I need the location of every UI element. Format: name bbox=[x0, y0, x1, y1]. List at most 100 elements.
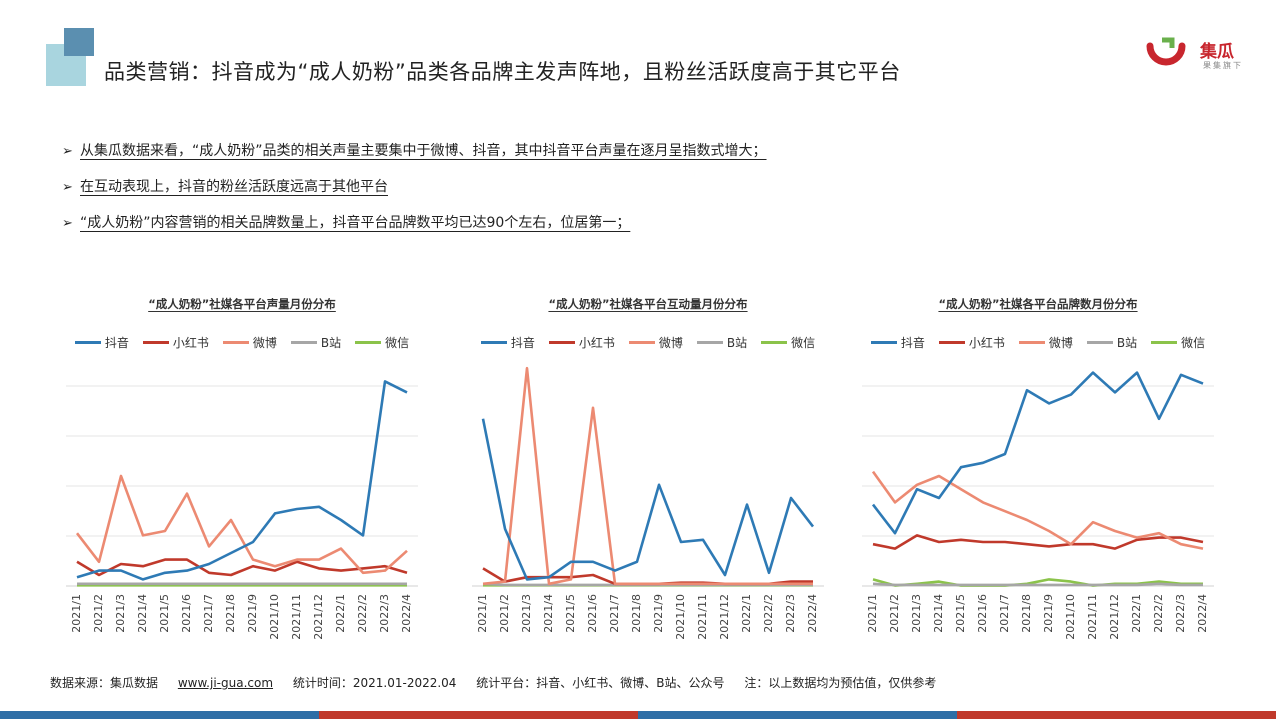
x-tick-label: 2021/5 bbox=[158, 594, 171, 633]
chart-engagement: “成人奶粉”社媒各平台互动量月份分布 抖音 小红书 微博 B站 微信 2021/1 202… bbox=[458, 296, 838, 640]
x-tick-label: 2022/4 bbox=[806, 594, 819, 633]
legend-item: B站 bbox=[290, 334, 342, 351]
legend-item: 微博 bbox=[1018, 334, 1073, 351]
bottom-accent-bar bbox=[0, 711, 1276, 719]
legend-label: B站 bbox=[320, 336, 342, 350]
chart-legend: 抖音 小红书 微博 B站 微信 bbox=[52, 334, 432, 351]
legend-label: 微博 bbox=[658, 336, 683, 350]
x-tick-label: 2021/5 bbox=[954, 594, 967, 633]
bullet-arrow-icon: ➢ bbox=[62, 144, 73, 159]
legend-swatch bbox=[870, 341, 897, 344]
legend-label: 小红书 bbox=[172, 336, 209, 350]
legend-label: 微博 bbox=[252, 336, 277, 350]
x-tick-label: 2021/7 bbox=[608, 594, 621, 633]
legend-item: 微信 bbox=[355, 334, 409, 351]
chart-volume: “成人奶粉”社媒各平台声量月份分布 抖音 小红书 微博 B站 微信 2021/1 2021… bbox=[52, 296, 432, 640]
legend-swatch bbox=[548, 341, 575, 344]
x-tick-label: 2022/3 bbox=[378, 594, 391, 633]
bullet-text: “成人奶粉”内容营销的相关品牌数量上，抖音平台品牌数平均已达90个左右，位居第一… bbox=[80, 215, 631, 231]
x-tick-label: 2021/7 bbox=[202, 594, 215, 633]
bullet-item-2: ➢ 在互动表现上，抖音的粉丝活跃度远高于其他平台 bbox=[62, 176, 388, 196]
series-line bbox=[75, 474, 408, 575]
x-tick-label: 2021/9 bbox=[652, 594, 665, 633]
x-tick-label: 2021/2 bbox=[498, 594, 511, 633]
x-tick-label: 2022/4 bbox=[400, 594, 413, 633]
chart-brands: “成人奶粉”社媒各平台品牌数月份分布 抖音 小红书 微博 B站 微信 2021/1 202… bbox=[848, 296, 1228, 640]
x-tick-label: 2021/6 bbox=[180, 594, 193, 633]
series-line bbox=[76, 380, 408, 581]
x-tick-label: 2022/1 bbox=[334, 594, 347, 633]
x-tick-label: 2021/1 bbox=[476, 594, 489, 633]
x-tick-label: 2021/1 bbox=[866, 594, 879, 633]
legend-swatch bbox=[74, 341, 101, 344]
x-tick-label: 2021/4 bbox=[932, 594, 945, 633]
x-tick-label: 2021/11 bbox=[1086, 594, 1099, 640]
legend-swatch bbox=[761, 341, 788, 344]
bullet-arrow-icon: ➢ bbox=[62, 216, 73, 231]
x-tick-label: 2021/10 bbox=[1064, 594, 1077, 640]
x-tick-label: 2021/12 bbox=[718, 594, 731, 640]
footer-source: 数据来源：集瓜数据 bbox=[50, 676, 159, 690]
x-tick-label: 2021/12 bbox=[1108, 594, 1121, 640]
legend-label: 小红书 bbox=[968, 336, 1005, 350]
series-line bbox=[871, 470, 1204, 550]
legend-swatch bbox=[938, 341, 965, 344]
chart-plot: 2021/1 2021/2 2021/3 2021/4 2021/5 2021/6 2021… bbox=[66, 380, 418, 640]
series-line bbox=[482, 567, 813, 586]
x-tick-label: 2021/6 bbox=[586, 594, 599, 633]
footer-url[interactable]: www.ji-gua.com bbox=[177, 676, 274, 690]
legend-label: 抖音 bbox=[510, 336, 535, 350]
footer-note: 注：以上数据均为预估值，仅供参考 bbox=[744, 676, 937, 690]
chart-title: “成人奶粉”社媒各平台品牌数月份分布 bbox=[938, 297, 1138, 311]
x-tick-label: 2021/4 bbox=[542, 594, 555, 633]
x-tick-label: 2021/8 bbox=[224, 594, 237, 633]
legend-item: 小红书 bbox=[548, 334, 615, 351]
legend-item: 小红书 bbox=[142, 334, 209, 351]
series-line bbox=[481, 418, 815, 581]
legend-item: 小红书 bbox=[938, 334, 1005, 351]
brand-subtitle: 果集旗下 bbox=[1203, 61, 1243, 70]
footer-platforms: 统计平台：抖音、小红书、微博、B站、公众号 bbox=[476, 676, 725, 690]
x-tick-label: 2021/11 bbox=[290, 594, 303, 640]
legend-swatch bbox=[1086, 341, 1113, 344]
legend-label: 抖音 bbox=[104, 336, 129, 350]
legend-item: B站 bbox=[696, 334, 747, 351]
chart-title: “成人奶粉”社媒各平台声量月份分布 bbox=[148, 297, 336, 311]
x-tick-label: 2022/3 bbox=[784, 594, 797, 633]
series-line bbox=[482, 366, 813, 586]
series-line bbox=[872, 582, 1203, 587]
x-tick-label: 2021/11 bbox=[696, 594, 709, 640]
legend-label: 微信 bbox=[1181, 336, 1206, 350]
x-tick-label: 2021/12 bbox=[312, 594, 325, 640]
legend-label: B站 bbox=[1116, 336, 1138, 350]
x-tick-label: 2021/3 bbox=[910, 594, 923, 633]
x-tick-label: 2021/4 bbox=[136, 594, 149, 633]
x-tick-label: 2021/3 bbox=[114, 594, 127, 633]
x-tick-label: 2021/2 bbox=[92, 594, 105, 633]
x-tick-label: 2021/8 bbox=[630, 594, 643, 633]
legend-swatch bbox=[355, 341, 382, 344]
legend-item: 抖音 bbox=[870, 334, 925, 351]
legend-label: 微信 bbox=[385, 336, 410, 350]
page-title: 品类营销：抖音成为“成人奶粉”品类各品牌主发声阵地，且粉丝活跃度高于其它平台 bbox=[104, 60, 901, 84]
legend-item: 微博 bbox=[628, 334, 683, 351]
legend-item: 微博 bbox=[222, 334, 277, 351]
legend-swatch bbox=[142, 341, 169, 344]
bullet-text: 从集瓜数据来看，“成人奶粉”品类的相关声量主要集中于微博、抖音，其中抖音平台声量… bbox=[80, 143, 767, 159]
x-tick-label: 2021/10 bbox=[674, 594, 687, 640]
x-tick-label: 2022/1 bbox=[740, 594, 753, 633]
bullet-item-1: ➢ 从集瓜数据来看，“成人奶粉”品类的相关声量主要集中于微博、抖音，其中抖音平台声… bbox=[62, 140, 767, 160]
x-tick-label: 2021/3 bbox=[520, 594, 533, 633]
legend-item: 微信 bbox=[761, 334, 815, 351]
legend-item: 抖音 bbox=[480, 334, 535, 351]
accent-segment bbox=[957, 711, 1276, 719]
legend-swatch bbox=[628, 341, 655, 344]
brand-name: 集瓜 bbox=[1200, 42, 1234, 62]
x-tick-label: 2021/7 bbox=[998, 594, 1011, 633]
x-tick-label: 2022/2 bbox=[1152, 594, 1165, 633]
x-tick-label: 2022/1 bbox=[1130, 594, 1143, 633]
legend-swatch bbox=[1018, 341, 1045, 344]
bullet-item-3: ➢ “成人奶粉”内容营销的相关品牌数量上，抖音平台品牌数平均已达90个左右，位居第… bbox=[62, 212, 630, 232]
legend-label: 抖音 bbox=[900, 336, 925, 350]
legend-label: 微信 bbox=[791, 336, 816, 350]
